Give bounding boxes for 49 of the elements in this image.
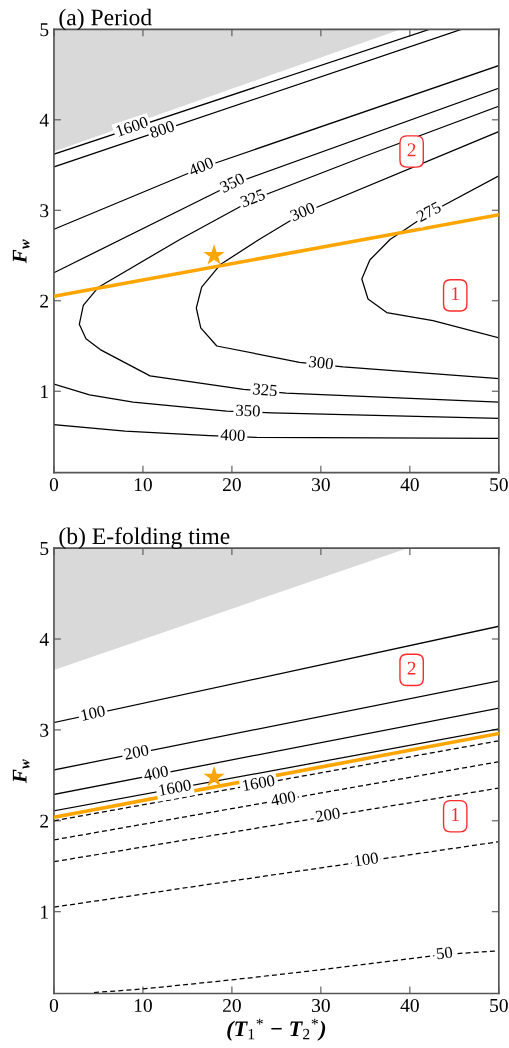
x-tick-label: 40 — [400, 478, 419, 492]
annotation: 50 — [436, 946, 453, 960]
annotation: 300 — [289, 201, 316, 222]
x-tick-label: 40 — [400, 998, 419, 1013]
x-tick-label: 30 — [312, 998, 330, 1013]
x-tick-label: 10 — [134, 478, 152, 492]
x-axis-title: (T$_{1}$$^{*}$ − T$_{2}$$^{*}$) — [227, 1018, 326, 1041]
annotation: 200 — [315, 807, 341, 823]
annotation: 1600 — [242, 774, 276, 792]
x-tick-label: 50 — [490, 478, 508, 492]
x-tick-label: 30 — [312, 478, 330, 492]
annotation: 400 — [187, 156, 215, 177]
y-axis-title: F$_{w}$ — [12, 239, 30, 264]
annotation: 100 — [354, 852, 379, 867]
chart-title: (b) E-folding time — [59, 527, 230, 550]
x-tick-label: 20 — [223, 998, 241, 1013]
annotation: 400 — [270, 790, 296, 807]
y-tick-label: 3 — [40, 204, 49, 218]
annotation: 325 — [252, 383, 278, 397]
annotation: 400 — [220, 428, 245, 442]
x-tick-label: 20 — [223, 478, 241, 492]
annotation: 2 — [407, 143, 416, 157]
y-tick-label: 4 — [39, 632, 49, 646]
annotation: 1 — [452, 808, 459, 821]
y-tick-label: 5 — [40, 542, 49, 556]
annotation: 400 — [142, 765, 169, 781]
x-tick-label: 0 — [49, 478, 59, 492]
x-tick-label: 10 — [134, 998, 152, 1013]
annotation: 1600 — [115, 116, 149, 137]
x-tick-label: 50 — [490, 998, 508, 1013]
annotation: 200 — [123, 744, 150, 760]
y-tick-label: 3 — [40, 723, 49, 737]
x-tick-label: 0 — [49, 998, 59, 1013]
annotation: 800 — [149, 120, 176, 139]
y-tick-label: 2 — [40, 294, 49, 308]
annotation: 1600 — [158, 779, 192, 796]
y-tick-label: 1 — [41, 905, 48, 919]
annotation: 100 — [80, 705, 106, 721]
y-axis-title: F$_{w}$ — [12, 759, 30, 784]
chart-title: (a) Period — [59, 8, 152, 31]
annotation: 275 — [415, 201, 442, 223]
annotation: 300 — [308, 355, 334, 370]
annotation: 2 — [407, 661, 416, 675]
y-tick-label: 2 — [40, 814, 49, 828]
y-tick-label: 1 — [41, 385, 48, 398]
annotation: 1 — [452, 287, 459, 300]
y-tick-label: 4 — [39, 113, 49, 127]
annotation: 350 — [236, 404, 261, 417]
y-tick-label: 5 — [40, 23, 49, 37]
